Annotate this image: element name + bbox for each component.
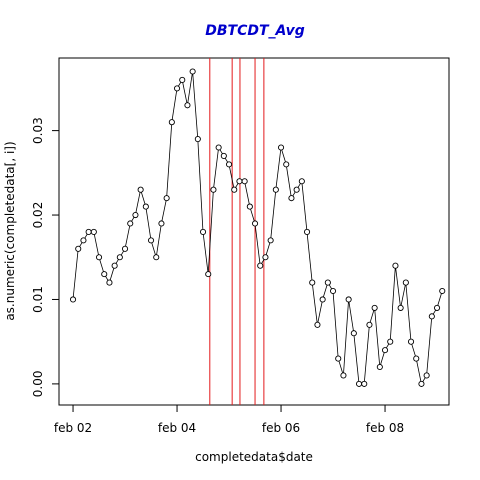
data-point <box>413 355 420 362</box>
data-point <box>184 102 191 109</box>
data-point <box>329 287 337 295</box>
data-point <box>423 372 430 379</box>
data-point <box>246 203 253 210</box>
data-point <box>127 220 134 227</box>
data-point <box>309 279 316 286</box>
data-point <box>371 304 378 311</box>
data-point <box>277 144 285 151</box>
data-point <box>205 271 212 278</box>
data-point <box>215 144 222 151</box>
data-point <box>319 296 326 303</box>
data-point <box>95 254 103 261</box>
data-point <box>199 228 207 235</box>
series-line <box>72 71 443 385</box>
data-point <box>168 119 175 126</box>
data-point <box>179 76 186 84</box>
data-point <box>262 254 269 261</box>
data-point <box>267 237 274 244</box>
data-point <box>85 228 92 235</box>
data-point <box>147 237 155 244</box>
data-point <box>210 186 217 193</box>
data-point <box>335 355 342 362</box>
data-point <box>111 262 118 269</box>
data-point <box>366 321 373 328</box>
data-point <box>392 262 399 269</box>
data-point <box>116 254 123 261</box>
data-point <box>142 203 149 210</box>
x-tick-label: feb 08 <box>366 421 404 435</box>
plot-frame <box>58 57 450 406</box>
data-point <box>387 338 394 345</box>
data-point <box>428 313 435 320</box>
data-point <box>303 228 311 235</box>
data-point <box>340 372 347 379</box>
data-point <box>350 330 357 337</box>
data-point <box>75 245 82 252</box>
data-point <box>80 237 87 244</box>
x-tick-label: feb 02 <box>54 421 92 435</box>
data-point <box>288 195 295 202</box>
data-point <box>355 380 363 387</box>
data-point <box>407 338 415 345</box>
data-point <box>314 321 321 328</box>
data-point <box>293 186 300 193</box>
data-point <box>324 279 331 286</box>
data-point <box>257 262 264 269</box>
data-point <box>121 245 129 252</box>
data-point <box>69 296 77 303</box>
y-tick-label: 0.02 <box>31 202 45 229</box>
chart-title: DBTCDT_Avg <box>205 23 305 39</box>
data-point <box>106 279 113 286</box>
x-tick-label: feb 06 <box>262 421 300 435</box>
data-point <box>225 161 233 168</box>
x-axis-label: completedata$date <box>195 450 313 464</box>
y-tick-label: 0.03 <box>31 117 45 144</box>
data-point <box>361 380 368 387</box>
data-point <box>90 228 97 235</box>
data-point <box>272 186 279 193</box>
data-point <box>220 152 227 159</box>
data-point <box>402 279 409 286</box>
x-tick-label: feb 04 <box>158 421 196 435</box>
data-point <box>241 178 248 185</box>
data-point <box>158 220 165 227</box>
data-point <box>173 85 181 92</box>
data-point <box>251 220 259 227</box>
data-point <box>345 296 352 303</box>
data-point <box>397 304 404 311</box>
y-tick-label: 0.01 <box>31 286 45 313</box>
data-point <box>153 254 160 261</box>
data-point <box>298 178 305 185</box>
data-point <box>381 347 389 354</box>
y-tick-label: 0.00 <box>31 371 45 398</box>
data-point <box>236 178 243 185</box>
data-point <box>231 186 238 193</box>
data-point <box>132 211 139 219</box>
data-point <box>163 195 170 202</box>
data-point <box>418 380 425 387</box>
data-point <box>376 363 383 371</box>
data-point <box>189 68 196 75</box>
data-point <box>433 304 441 311</box>
data-point <box>101 271 108 278</box>
data-point <box>283 161 290 168</box>
data-point <box>194 136 201 143</box>
data-point <box>439 287 446 295</box>
data-point <box>137 186 144 193</box>
y-axis-label: as.numeric(completedata[, i]) <box>3 141 17 320</box>
